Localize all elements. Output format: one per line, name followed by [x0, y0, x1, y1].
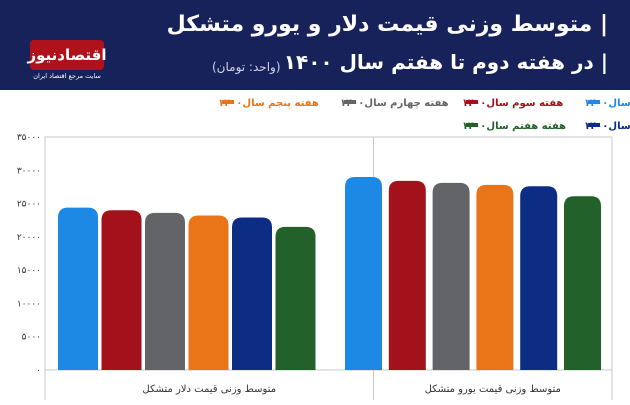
bar — [476, 184, 514, 370]
legend-entry: هفته چهارم سال۱۴۰۰ — [340, 98, 449, 109]
bar — [345, 176, 382, 370]
legend-swatch — [466, 123, 478, 127]
y-tick-label: ۳۵۰۰۰ — [17, 133, 41, 143]
legend-entry: هفته ششم سال۱۴۰۰ — [584, 121, 630, 132]
bar — [145, 212, 185, 370]
y-tick-label: ۵۰۰۰ — [22, 333, 41, 343]
category-label: متوسط وزنی قیمت یورو متشکل — [425, 384, 561, 395]
y-tick-label: ۳۰۰۰۰ — [17, 166, 41, 176]
logo-tagline: سایت مرجع اقتصاد ایران — [33, 72, 101, 80]
legend-entry: هفته پنجم سال۱۴۰۰ — [218, 98, 319, 109]
legend-swatch — [222, 100, 234, 104]
legend-swatch — [588, 123, 600, 127]
unit-label: (واحد: تومان) — [212, 60, 281, 74]
legend-swatch — [588, 100, 600, 104]
bar — [58, 207, 98, 370]
bar — [432, 182, 470, 370]
y-tick-label: ۱۵۰۰۰ — [17, 266, 41, 276]
bar — [520, 186, 558, 370]
plot-border — [44, 136, 613, 371]
category-label: متوسط وزنی قیمت دلار متشکل — [142, 384, 276, 395]
logo-wordmark: اقتصادنیوز — [28, 40, 107, 70]
bar — [388, 180, 426, 370]
bar — [232, 217, 272, 370]
header: | متوسط وزنی قیمت دلار و یورو متشکل | در… — [0, 0, 630, 90]
legend-entry: هفته هفتم سال۱۴۰۰ — [462, 121, 566, 132]
y-tick-label: ۲۰۰۰۰ — [17, 233, 41, 243]
legend-entry: هفته دوم سال۱۴۰۰ — [584, 98, 630, 109]
y-tick-label: ۰ — [36, 366, 41, 376]
bar — [101, 210, 142, 370]
page-title: | متوسط وزنی قیمت دلار و یورو متشکل — [166, 12, 608, 37]
page-subtitle: | در هفته دوم تا هفتم سال ۱۴۰۰ — [283, 50, 608, 74]
bar-chart: هفته دوم سال۱۴۰۰ هفته سوم سال۱۴۰۰ هفته چها… — [17, 98, 630, 400]
bar — [275, 226, 316, 370]
legend-entry: هفته سوم سال۱۴۰۰ — [462, 98, 563, 109]
chart-panel: هفته دوم سال۱۴۰۰ هفته سوم سال۱۴۰۰ هفته چها… — [0, 90, 630, 405]
y-tick-label: ۲۵۰۰۰ — [17, 200, 41, 210]
legend-swatch — [466, 100, 478, 104]
y-tick-label: ۱۰۰۰۰ — [17, 299, 41, 309]
bar — [564, 196, 601, 370]
legend-swatch — [344, 100, 356, 104]
bar — [188, 215, 229, 370]
logo: اقتصادنیوز سایت مرجع اقتصاد ایران — [20, 40, 114, 86]
